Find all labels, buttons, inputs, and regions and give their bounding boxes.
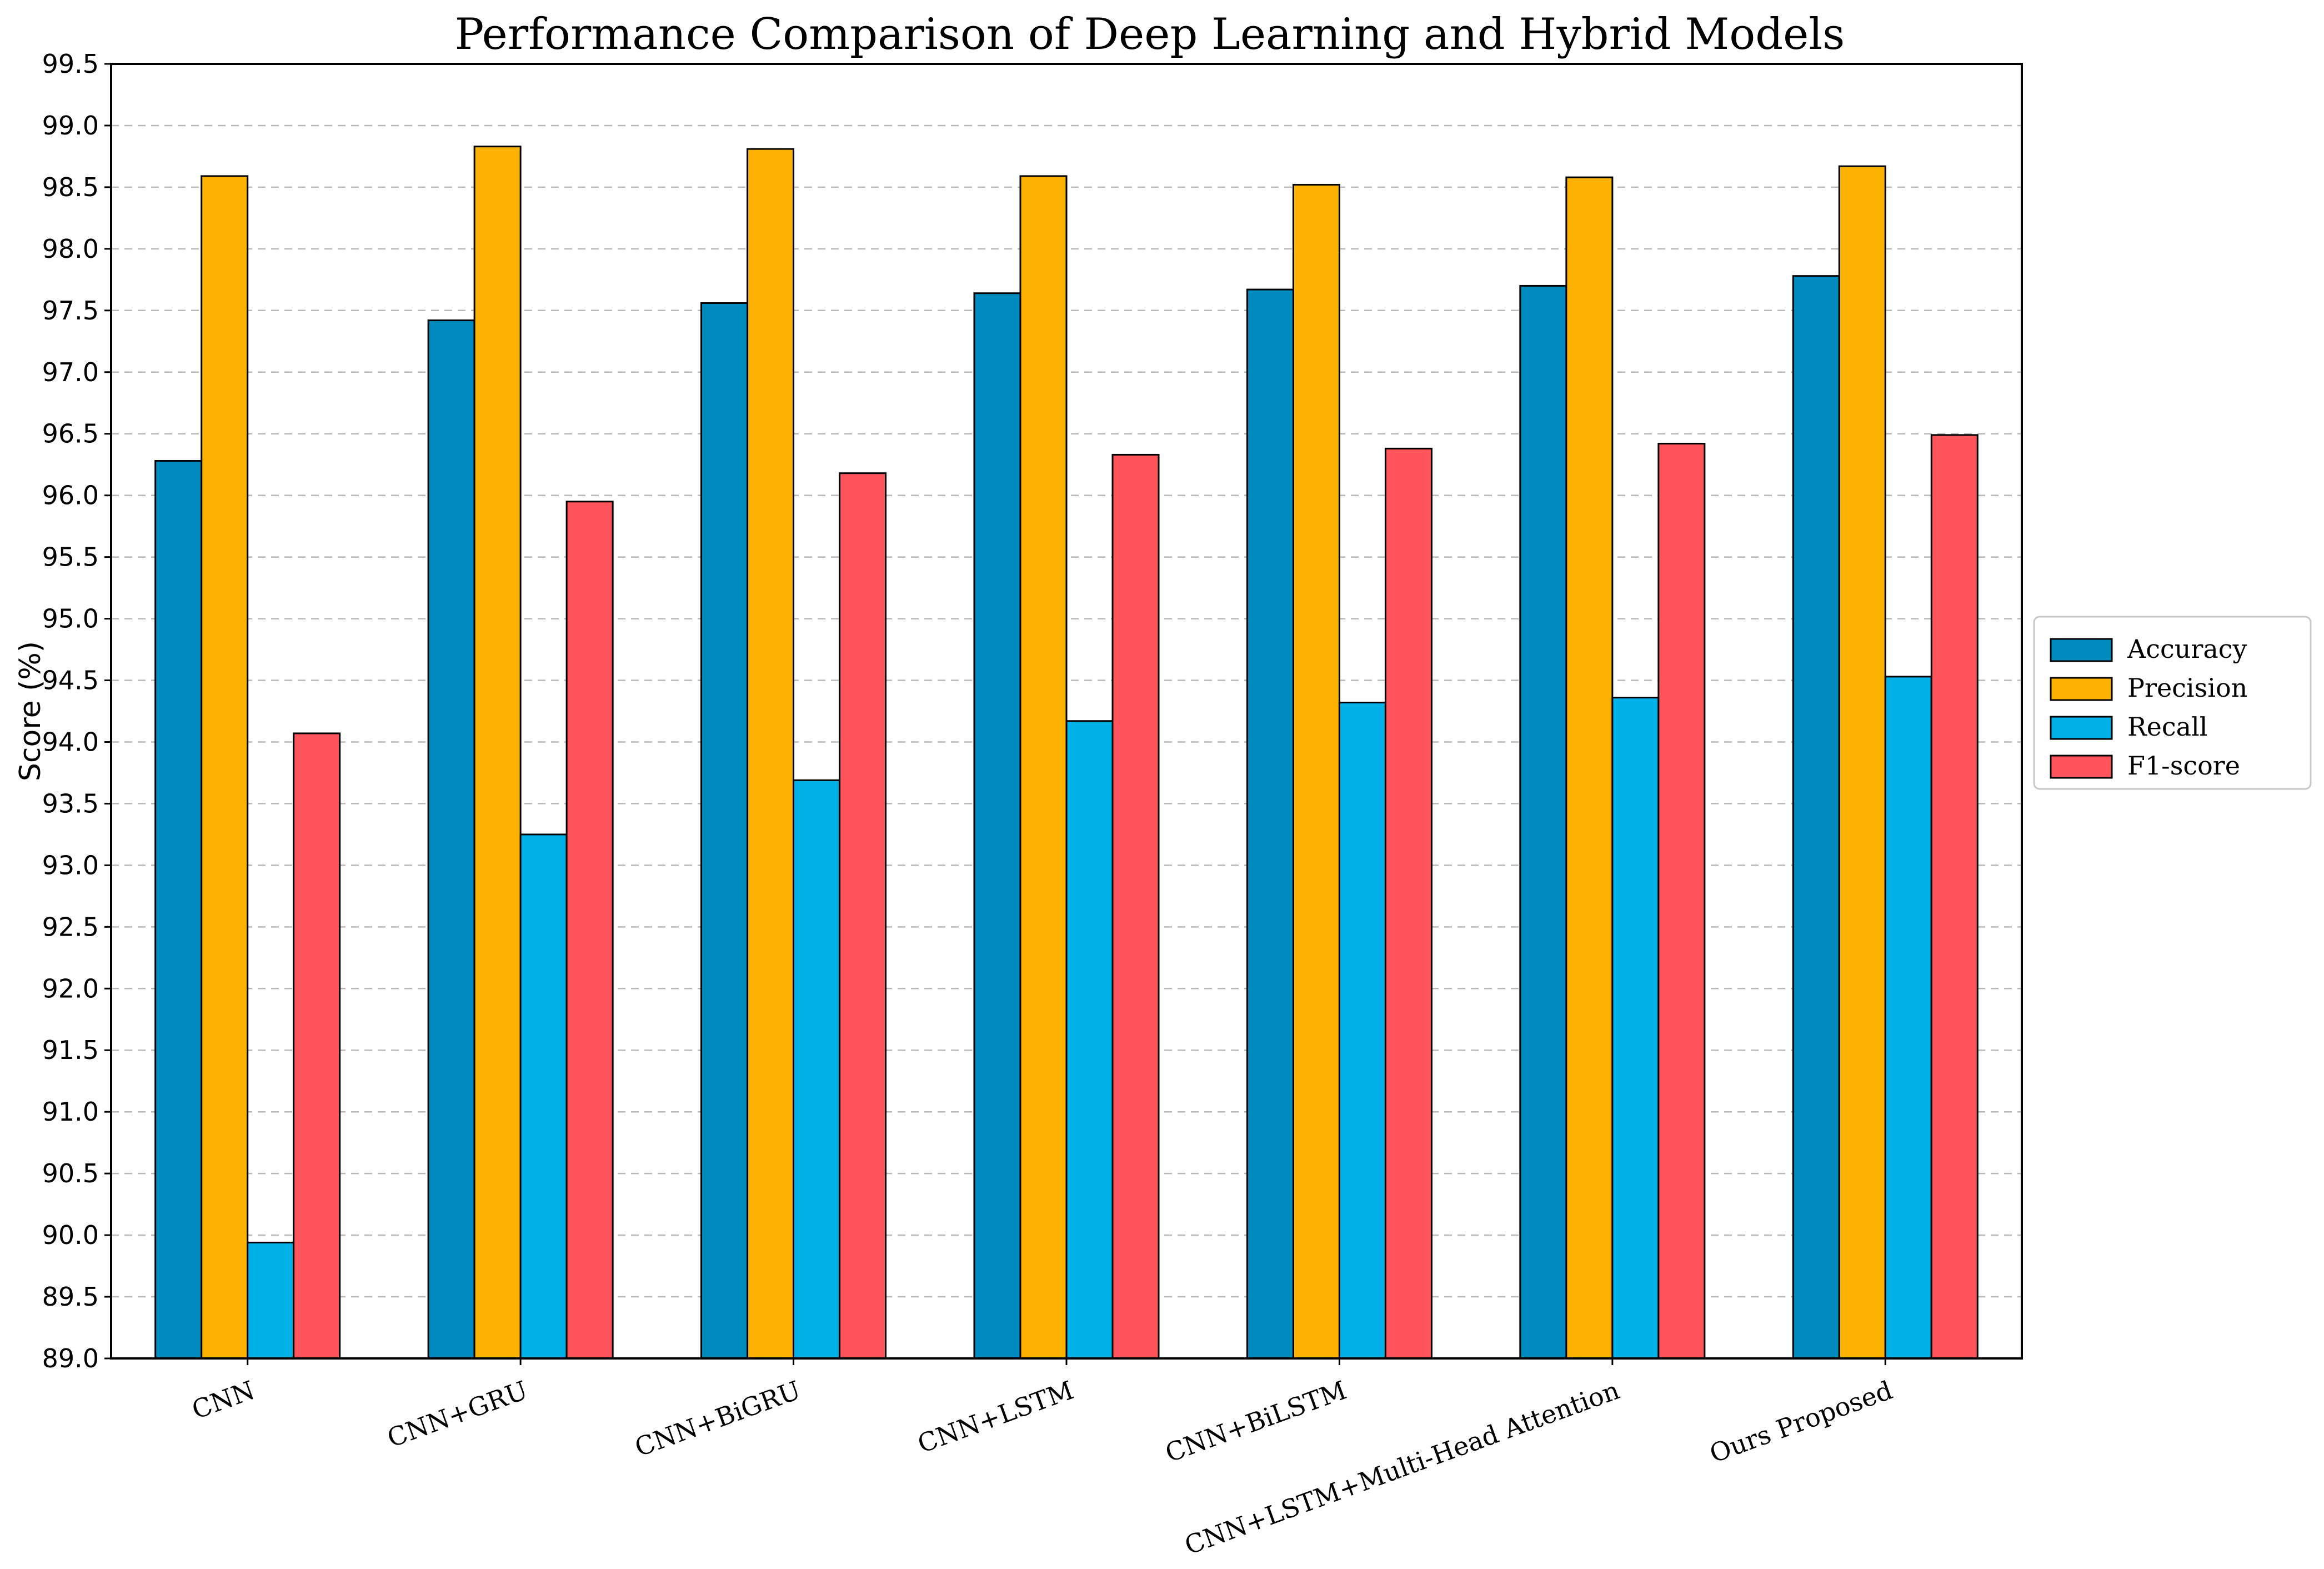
bar-precision-3 — [747, 148, 795, 1360]
y-tick-label: 93.0 — [42, 850, 99, 880]
y-tick-label: 95.0 — [42, 604, 99, 634]
y-axis-label: Score (%) — [14, 641, 47, 781]
bar-f1-score-3 — [839, 472, 887, 1360]
bar-precision-7 — [1838, 165, 1886, 1360]
bar-precision-1 — [201, 175, 249, 1360]
bar-accuracy-6 — [1519, 284, 1567, 1360]
bar-f1-score-6 — [1657, 442, 1706, 1360]
bar-recall-5 — [1338, 701, 1386, 1360]
bar-accuracy-4 — [973, 292, 1021, 1360]
legend-swatch-accuracy — [2050, 638, 2113, 662]
bar-recall-3 — [793, 779, 841, 1360]
y-tick-label: 92.5 — [42, 912, 99, 942]
bar-recall-1 — [247, 1241, 295, 1360]
bar-accuracy-7 — [1792, 275, 1840, 1360]
bar-f1-score-2 — [565, 501, 614, 1360]
bar-precision-5 — [1292, 183, 1340, 1360]
y-tick-label: 89.0 — [42, 1343, 99, 1373]
bar-accuracy-3 — [700, 302, 749, 1360]
legend-swatch-precision — [2050, 677, 2113, 701]
y-tick-label: 93.5 — [42, 788, 99, 818]
y-tick-label: 89.5 — [42, 1282, 99, 1312]
legend-label: Accuracy — [2127, 634, 2247, 664]
y-axis: 89.0 89.5 90.0 90.5 91.0 91.5 92.0 92.5 93.0 93.5… — [42, 49, 111, 1373]
legend-label: F1-score — [2127, 751, 2240, 781]
legend-swatch-f1-score — [2050, 754, 2113, 779]
bar-precision-4 — [1019, 175, 1068, 1360]
bar-f1-score-7 — [1930, 434, 1979, 1360]
y-tick-label: 96.5 — [42, 419, 99, 449]
bars — [154, 146, 1979, 1360]
bar-accuracy-2 — [427, 319, 475, 1360]
bar-precision-2 — [473, 146, 522, 1360]
bar-f1-score-1 — [293, 732, 341, 1360]
bar-f1-score-5 — [1384, 447, 1433, 1360]
y-tick-label: 99.0 — [42, 111, 99, 141]
y-tick-label: 92.0 — [42, 973, 99, 1003]
y-tick-label: 91.0 — [42, 1097, 99, 1127]
y-tick-label: 91.5 — [42, 1035, 99, 1065]
bar-recall-2 — [519, 833, 568, 1360]
y-tick-label: 99.5 — [42, 49, 99, 79]
bar-accuracy-5 — [1246, 288, 1294, 1360]
y-tick-label: 96.0 — [42, 481, 99, 511]
legend-label: Precision — [2127, 673, 2247, 703]
bar-f1-score-4 — [1111, 453, 1160, 1360]
bar-recall-4 — [1065, 720, 1114, 1360]
legend-swatch-recall — [2050, 716, 2113, 740]
y-tick-label: 90.0 — [42, 1220, 99, 1250]
bar-recall-7 — [1884, 676, 1932, 1360]
y-tick-label: 97.5 — [42, 296, 99, 326]
y-tick-label: 97.0 — [42, 357, 99, 387]
bar-recall-6 — [1611, 697, 1660, 1360]
y-tick-label: 98.0 — [42, 234, 99, 264]
bar-accuracy-1 — [154, 460, 203, 1360]
y-tick-label: 98.5 — [42, 172, 99, 202]
legend: Accuracy Precision Recall F1-score — [2033, 616, 2312, 790]
y-tick-label: 95.5 — [42, 542, 99, 572]
y-tick-label: 90.5 — [42, 1158, 99, 1188]
chart-title: Performance Comparison of Deep Learning … — [455, 9, 1845, 59]
bar-precision-6 — [1565, 176, 1614, 1360]
y-tick-label: 94.5 — [42, 666, 99, 696]
y-tick-label: 94.0 — [42, 727, 99, 757]
legend-label: Recall — [2127, 712, 2207, 742]
